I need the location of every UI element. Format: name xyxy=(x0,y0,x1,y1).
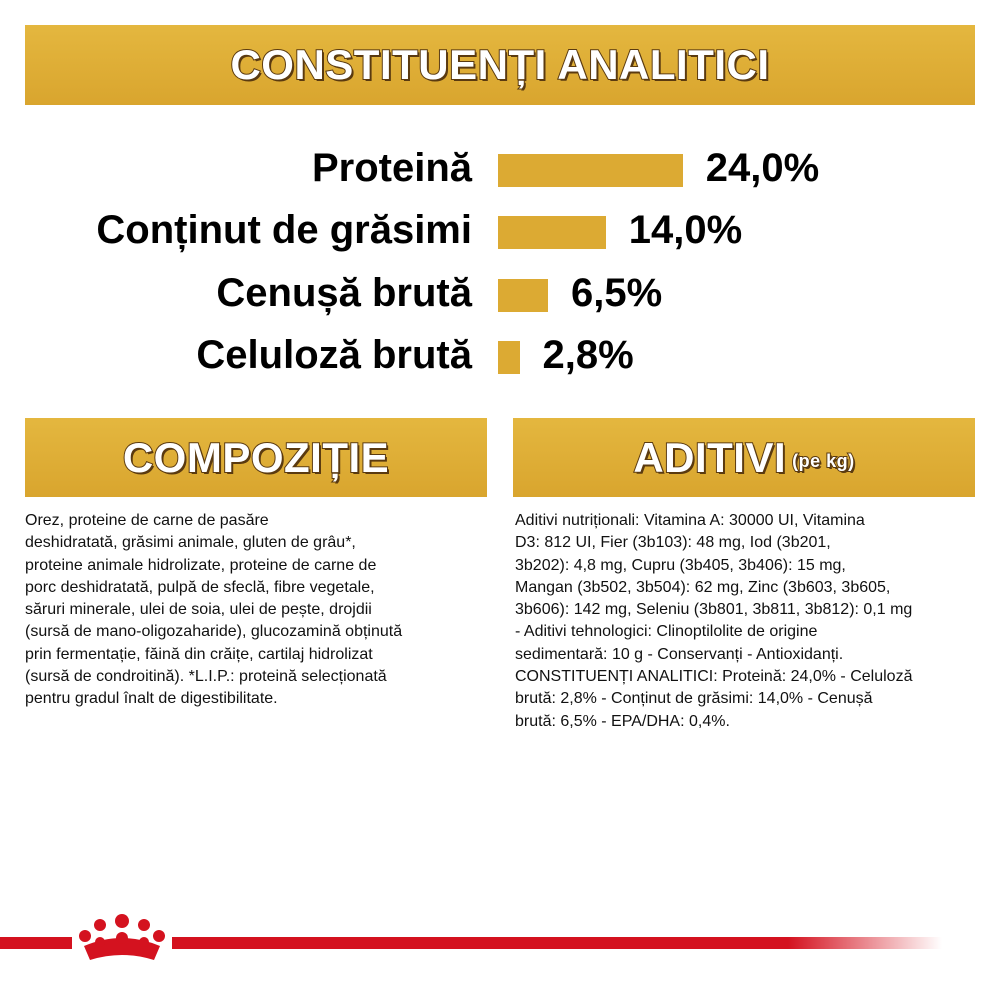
nutrient-bar xyxy=(498,278,549,312)
nutrient-value: 2,8% xyxy=(542,332,634,377)
header-title: CONSTITUENȚI ANALITICI xyxy=(229,40,770,89)
nutrient-value: 6,5% xyxy=(571,270,663,315)
nutrient-value: 14,0% xyxy=(628,208,743,253)
additives-title: ADITIVI xyxy=(632,433,787,482)
additives-band: ADITIVI (pe kg) xyxy=(513,418,975,497)
nutrient-label: Conținut de grăsimi xyxy=(96,208,472,253)
text-line: săruri minerale, ulei de soia, ulei de p… xyxy=(25,601,372,619)
nutrient-label: Celuloză brută xyxy=(196,332,472,377)
nutrient-label: Cenușă brută xyxy=(216,270,472,315)
text-line: prin fermentație, făină din crăițe, cart… xyxy=(25,645,373,663)
text-line: sedimentară: 10 g - Conservanți - Antiox… xyxy=(515,645,844,663)
text-line: - Aditivi tehnologici: Clinoptilolite de… xyxy=(515,623,818,641)
text-line: 3b606): 142 mg, Seleniu (3b801, 3b811, 3… xyxy=(515,601,913,619)
footer-brand xyxy=(0,914,942,960)
text-line: proteine animale hidrolizate, proteine d… xyxy=(25,556,377,574)
text-line: (sursă de condroitină). *L.I.P.: protein… xyxy=(25,668,387,686)
nutrient-label: Proteină xyxy=(311,146,472,190)
additives-subtitle: (pe kg) xyxy=(791,450,855,472)
text-line: brută: 6,5% - EPA/DHA: 0,4%. xyxy=(515,712,730,730)
text-line: CONSTITUENȚI ANALITICI: Proteină: 24,0% … xyxy=(515,668,913,686)
composition-title: COMPOZIȚIE xyxy=(122,433,390,482)
text-line: 3b202): 4,8 mg, Cupru (3b405, 3b406): 15… xyxy=(515,556,846,574)
nutrient-bar xyxy=(498,216,606,250)
text-line: deshidratată, grăsimi animale, gluten de… xyxy=(25,534,356,552)
composition-band: COMPOZIȚIE xyxy=(25,418,487,497)
text-line: Mangan (3b502, 3b504): 62 mg, Zinc (3b60… xyxy=(515,578,891,596)
text-line: pentru gradul înalt de digestibilitate. xyxy=(25,690,278,708)
red-line xyxy=(172,937,942,949)
additives-text: Aditivi nutriționali: Vitamina A: 30000 … xyxy=(515,510,912,733)
composition-text: Orez, proteine de carne de pasăre deshidr… xyxy=(25,510,402,711)
crown-logo xyxy=(79,914,165,960)
nutrient-bar xyxy=(498,340,520,374)
text-line: D3: 812 UI, Fier (3b103): 48 mg, Iod (3b… xyxy=(515,534,831,552)
text-line: porc deshidratată, pulpă de sfeclă, fibr… xyxy=(25,578,375,596)
text-line: Orez, proteine de carne de pasăre xyxy=(25,512,269,529)
text-line: Aditivi nutriționali: Vitamina A: 30000 … xyxy=(515,512,865,529)
nutrient-value: 24,0% xyxy=(705,146,820,190)
text-line: (sursă de mano-oligozaharide), glucozami… xyxy=(25,623,403,641)
red-line xyxy=(0,937,72,949)
header-band: CONSTITUENȚI ANALITICI xyxy=(25,25,975,105)
text-line: brută: 2,8% - Conținut de grăsimi: 14,0%… xyxy=(515,690,873,708)
nutrient-bar xyxy=(498,154,683,187)
